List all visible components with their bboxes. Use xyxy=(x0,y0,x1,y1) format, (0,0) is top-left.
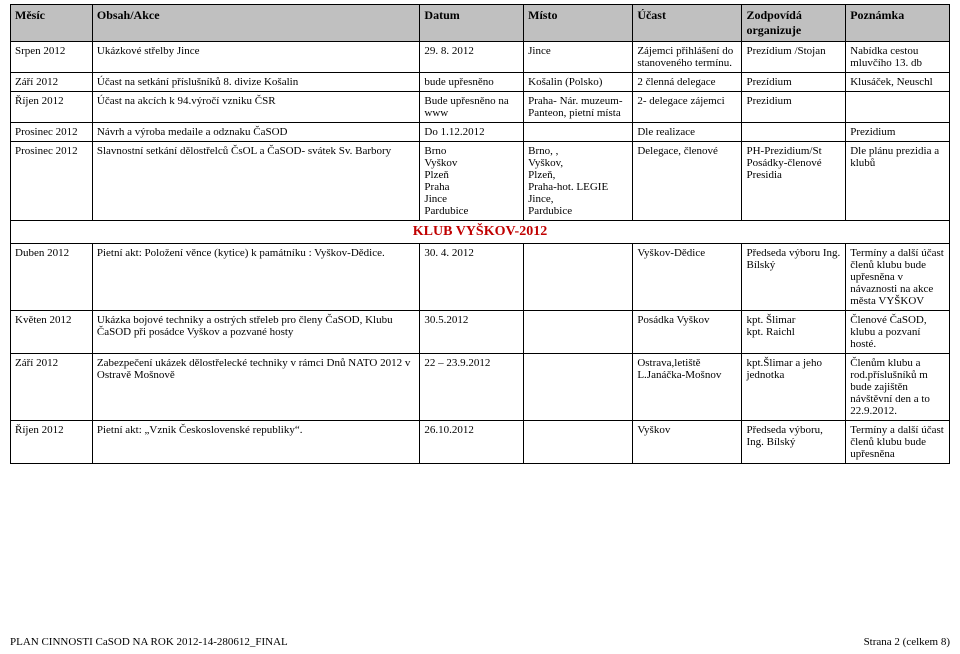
table-cell: Ukázkové střelby Jince xyxy=(92,42,420,73)
table-cell: Vyškov xyxy=(633,421,742,464)
table-cell: Do 1.12.2012 xyxy=(420,123,524,142)
table-cell xyxy=(524,311,633,354)
table-row: Září 2012Zabezpečení ukázek dělostřeleck… xyxy=(11,354,950,421)
table-cell: Zabezpečení ukázek dělostřelecké technik… xyxy=(92,354,420,421)
page-footer: PLAN CINNOSTI CaSOD NA ROK 2012-14-28061… xyxy=(10,636,950,648)
table-cell: Termíny a další účast členů klubu bude u… xyxy=(846,244,950,311)
table-cell: Košalin (Polsko) xyxy=(524,73,633,92)
table-cell: kpt.Šlimar a jeho jednotka xyxy=(742,354,846,421)
table-cell: Členům klubu a rod.příslušníků m bude za… xyxy=(846,354,950,421)
table-cell: Prezídium xyxy=(742,73,846,92)
table-cell: Členové ČaSOD, klubu a pozvaní hosté. xyxy=(846,311,950,354)
table-cell: Duben 2012 xyxy=(11,244,93,311)
table-cell: Nabídka cestou mluvčího 13. db xyxy=(846,42,950,73)
table-row: Prosinec 2012Slavnostní setkání dělostře… xyxy=(11,142,950,221)
table-cell: Klusáček, Neuschl xyxy=(846,73,950,92)
col-zodp: Zodpovídá organizuje xyxy=(742,5,846,42)
section-title: KLUB VYŠKOV-2012 xyxy=(11,221,950,244)
table-cell: bude upřesněno xyxy=(420,73,524,92)
table-row: Květen 2012Ukázka bojové techniky a ostr… xyxy=(11,311,950,354)
table-cell: Bude upřesněno na www xyxy=(420,92,524,123)
table-cell: Prosinec 2012 xyxy=(11,123,93,142)
table-row: Září 2012Účast na setkání příslušníků 8.… xyxy=(11,73,950,92)
table-cell xyxy=(524,421,633,464)
footer-right: Strana 2 (celkem 8) xyxy=(864,636,950,648)
table-cell: Dle plánu prezidia a klubů xyxy=(846,142,950,221)
col-pozn: Poznámka xyxy=(846,5,950,42)
table-cell: Prosinec 2012 xyxy=(11,142,93,221)
table-cell: Prezídium /Stojan xyxy=(742,42,846,73)
table-cell: Delegace, členové xyxy=(633,142,742,221)
table-row: Říjen 2012Pietní akt: „Vznik Českosloven… xyxy=(11,421,950,464)
table-cell: Vyškov-Dědice xyxy=(633,244,742,311)
table-cell: Účast na akcích k 94.výročí vzniku ČSR xyxy=(92,92,420,123)
table-cell: Září 2012 xyxy=(11,73,93,92)
table-cell: Účast na setkání příslušníků 8. divize K… xyxy=(92,73,420,92)
table-cell: Září 2012 xyxy=(11,354,93,421)
table-cell: Srpen 2012 xyxy=(11,42,93,73)
table-cell: Praha- Nár. muzeum- Panteon, pietní míst… xyxy=(524,92,633,123)
table-row: Prosinec 2012Návrh a výroba medaile a od… xyxy=(11,123,950,142)
table-cell: Posádka Vyškov xyxy=(633,311,742,354)
footer-left: PLAN CINNOSTI CaSOD NA ROK 2012-14-28061… xyxy=(10,636,288,648)
table-cell xyxy=(524,123,633,142)
col-mesic: Měsíc xyxy=(11,5,93,42)
col-datum: Datum xyxy=(420,5,524,42)
table-cell: Květen 2012 xyxy=(11,311,93,354)
table-cell: Termíny a další účast členů klubu bude u… xyxy=(846,421,950,464)
table-cell: Pietní akt: „Vznik Československé republ… xyxy=(92,421,420,464)
table-cell: Říjen 2012 xyxy=(11,421,93,464)
table-cell: Prezidium xyxy=(742,92,846,123)
table-header-row: Měsíc Obsah/Akce Datum Místo Účast Zodpo… xyxy=(11,5,950,42)
table-cell: Dle realizace xyxy=(633,123,742,142)
table-cell: Ukázka bojové techniky a ostrých střeleb… xyxy=(92,311,420,354)
table-row: Duben 2012Pietní akt: Položení věnce (ky… xyxy=(11,244,950,311)
table-cell: Slavnostní setkání dělostřelců ČsOL a Ča… xyxy=(92,142,420,221)
table-cell: 2 členná delegace xyxy=(633,73,742,92)
table-cell: Předseda výboru, Ing. Bílský xyxy=(742,421,846,464)
table-cell: 22 – 23.9.2012 xyxy=(420,354,524,421)
table-cell: Říjen 2012 xyxy=(11,92,93,123)
table-cell xyxy=(524,244,633,311)
table-row: Říjen 2012Účast na akcích k 94.výročí vz… xyxy=(11,92,950,123)
table-cell: Brno Vyškov Plzeň Praha Jince Pardubice xyxy=(420,142,524,221)
table-cell: Zájemci přihlášení do stanoveného termín… xyxy=(633,42,742,73)
table-cell: Brno, , Vyškov, Plzeň, Praha-hot. LEGIE … xyxy=(524,142,633,221)
table-cell: 29. 8. 2012 xyxy=(420,42,524,73)
col-obsah: Obsah/Akce xyxy=(92,5,420,42)
table-cell xyxy=(524,354,633,421)
table-cell: Pietní akt: Položení věnce (kytice) k pa… xyxy=(92,244,420,311)
table-cell xyxy=(846,92,950,123)
table-cell: kpt. Šlimar kpt. Raichl xyxy=(742,311,846,354)
table-cell xyxy=(742,123,846,142)
col-ucast: Účast xyxy=(633,5,742,42)
table-cell: Předseda výboru Ing. Bílský xyxy=(742,244,846,311)
table-cell: Jince xyxy=(524,42,633,73)
table-cell: 2- delegace zájemci xyxy=(633,92,742,123)
table-cell: 30.5.2012 xyxy=(420,311,524,354)
table-cell: Ostrava,letiště L.Janáčka-Mošnov xyxy=(633,354,742,421)
section-title-row: KLUB VYŠKOV-2012 xyxy=(11,221,950,244)
schedule-table: Měsíc Obsah/Akce Datum Místo Účast Zodpo… xyxy=(10,4,950,464)
table-cell: 26.10.2012 xyxy=(420,421,524,464)
table-row: Srpen 2012Ukázkové střelby Jince29. 8. 2… xyxy=(11,42,950,73)
table-cell: Návrh a výroba medaile a odznaku ČaSOD xyxy=(92,123,420,142)
table-cell: PH-Prezidium/St Posádky-členové Presidia xyxy=(742,142,846,221)
table-cell: Prezidium xyxy=(846,123,950,142)
col-misto: Místo xyxy=(524,5,633,42)
table-cell: 30. 4. 2012 xyxy=(420,244,524,311)
